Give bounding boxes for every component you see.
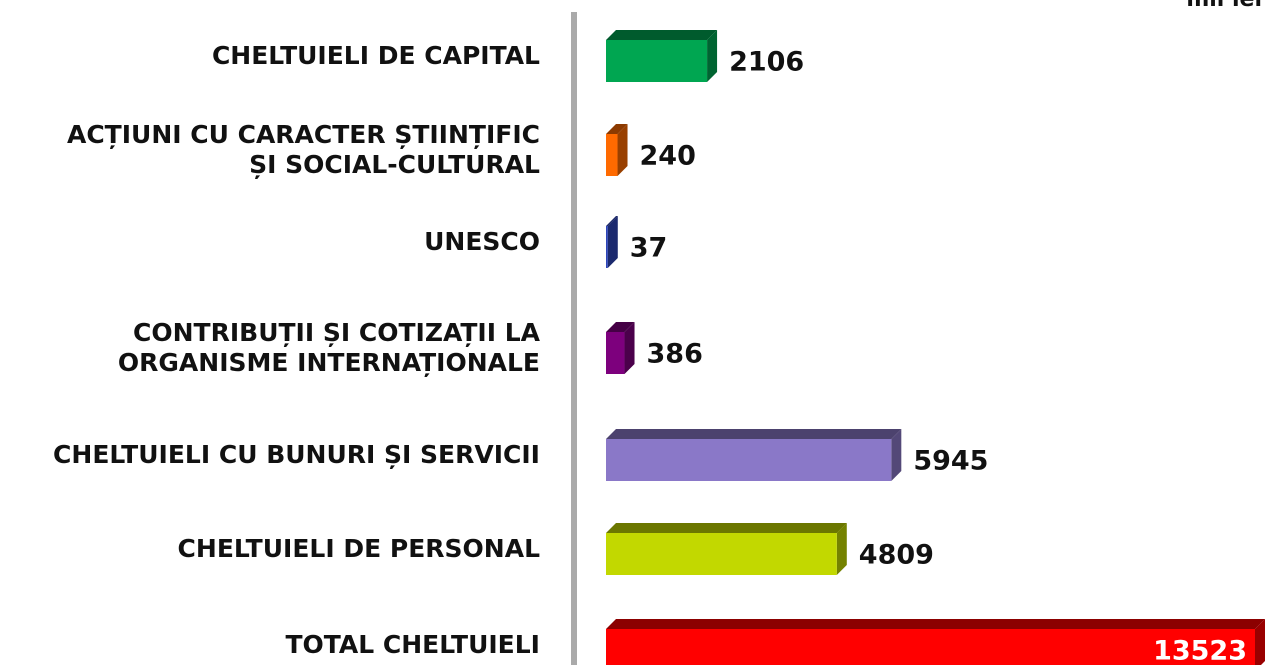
bar-side	[607, 216, 618, 268]
category-label: CHELTUIELI DE CAPITAL	[211, 41, 540, 70]
bar	[606, 533, 837, 575]
axis	[571, 12, 577, 665]
bar-top	[606, 619, 1265, 629]
bar-side	[624, 322, 635, 374]
value-label: 4809	[859, 540, 934, 571]
category-label: ACȚIUNI CU CARACTER ȘTIINȚIFIC ȘI SOCIAL…	[66, 120, 540, 179]
bar-top	[606, 124, 628, 134]
category-label: UNESCO	[424, 227, 540, 256]
bar	[606, 226, 608, 268]
bar	[606, 40, 708, 82]
value-label: 37	[630, 233, 668, 264]
bar-side	[891, 429, 902, 481]
bar	[606, 134, 618, 176]
value-label: 13523	[1153, 636, 1247, 665]
bar-top	[606, 523, 847, 533]
category-label: CHELTUIELI CU BUNURI ȘI SERVICII	[53, 440, 540, 469]
bar	[606, 629, 1255, 665]
bar	[606, 332, 625, 374]
bar-side	[707, 30, 718, 82]
bar-side	[836, 523, 847, 575]
bar-top	[606, 429, 902, 439]
category-label: CONTRIBUȚII ȘI COTIZAȚII LA ORGANISME IN…	[117, 318, 540, 377]
bar-side	[617, 124, 628, 176]
value-label: 5945	[913, 446, 988, 477]
value-label: 386	[647, 339, 703, 370]
category-label: CHELTUIELI DE PERSONAL	[177, 534, 540, 563]
value-label: 240	[640, 141, 696, 172]
category-label: TOTAL CHELTUIELI	[285, 630, 540, 659]
bar-top	[606, 322, 635, 332]
value-label: 2106	[729, 47, 804, 78]
bar-top	[606, 216, 618, 226]
bar-top	[606, 30, 718, 40]
bar-side	[1255, 619, 1265, 665]
unit: mii lei	[1186, 0, 1262, 12]
bar	[606, 439, 892, 481]
